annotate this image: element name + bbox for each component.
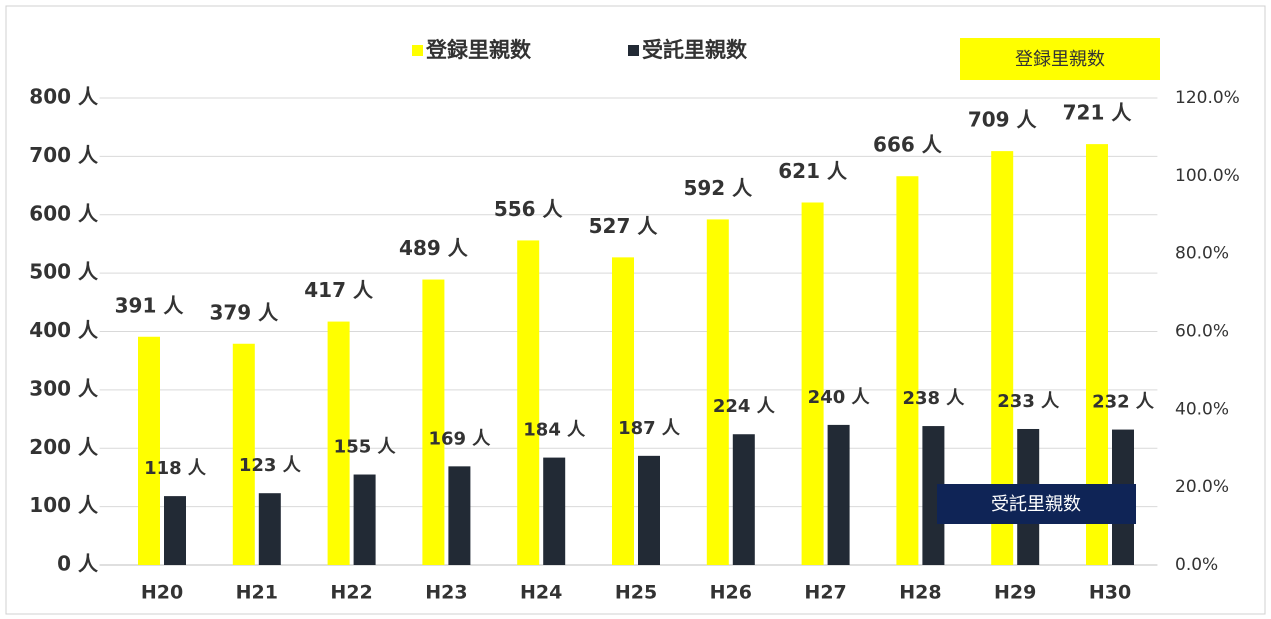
bar — [612, 257, 634, 565]
x-tick-label: H27 — [804, 582, 846, 604]
bar — [164, 496, 186, 565]
bar — [543, 457, 566, 565]
y-tick-label: 0 人 — [57, 552, 99, 576]
data-label: 155 人 — [334, 437, 397, 458]
y-tick-label: 500 人 — [29, 260, 99, 284]
x-tick-label: H28 — [899, 582, 941, 604]
y2-tick-label: 60.0% — [1175, 322, 1229, 342]
legend-label: 登録里親数 — [425, 38, 532, 62]
y2-tick-label: 40.0% — [1175, 399, 1229, 419]
data-label: 224 人 — [713, 396, 776, 417]
annotation-box — [937, 484, 1136, 524]
bar — [138, 336, 160, 565]
x-tick-label: H30 — [1089, 582, 1131, 604]
y-tick-label: 800 人 — [29, 85, 99, 109]
data-label: 379 人 — [209, 300, 279, 324]
annotation: 受託里親数 — [991, 494, 1081, 515]
x-tick-label: H29 — [994, 582, 1036, 604]
data-label: 238 人 — [902, 388, 965, 409]
x-tick-label: H23 — [425, 582, 467, 604]
bar — [232, 343, 255, 565]
data-label: 489 人 — [399, 236, 469, 260]
x-tick-label: H26 — [710, 582, 752, 604]
x-tick-label: H21 — [236, 582, 278, 604]
data-label: 709 人 — [968, 108, 1038, 132]
annotation-box — [960, 38, 1160, 80]
data-label: 232 人 — [1092, 392, 1155, 413]
legend-swatch — [628, 45, 639, 56]
bar — [801, 202, 824, 565]
data-label: 118 人 — [144, 458, 207, 479]
data-label: 184 人 — [523, 420, 586, 441]
x-tick-label: H20 — [141, 582, 183, 604]
y-tick-label: 400 人 — [29, 318, 99, 342]
bar — [896, 176, 919, 565]
data-label: 391 人 — [115, 293, 185, 317]
data-label: 417 人 — [304, 278, 374, 302]
data-label: 123 人 — [239, 455, 302, 476]
bar — [922, 426, 945, 565]
bar — [517, 240, 540, 565]
data-label: 233 人 — [997, 391, 1060, 412]
data-label: 666 人 — [873, 133, 943, 157]
x-tick-label: H24 — [520, 582, 562, 604]
legend-label: 受託里親数 — [642, 38, 748, 62]
data-label: 240 人 — [808, 387, 871, 408]
y-tick-label: 600 人 — [29, 201, 99, 225]
bar — [991, 151, 1014, 565]
x-tick-label: H22 — [330, 582, 372, 604]
data-label: 527 人 — [589, 214, 659, 238]
y-tick-label: 700 人 — [29, 143, 99, 167]
y-tick-label: 100 人 — [29, 493, 99, 517]
data-label: 621 人 — [778, 159, 848, 183]
legend-swatch — [412, 45, 423, 56]
bar — [353, 474, 376, 565]
bar — [422, 279, 445, 565]
bar — [258, 493, 281, 565]
bar — [706, 219, 729, 566]
y-tick-label: 200 人 — [29, 435, 99, 459]
bar — [732, 434, 755, 565]
bar — [327, 321, 350, 565]
bar — [827, 424, 850, 565]
data-label: 187 人 — [618, 418, 681, 439]
bar — [1086, 144, 1108, 565]
annotation: 登録里親数 — [1015, 49, 1105, 70]
bar — [638, 455, 660, 565]
y2-tick-label: 100.0% — [1175, 166, 1240, 186]
data-label: 169 人 — [428, 428, 491, 449]
y2-tick-label: 0.0% — [1175, 555, 1218, 575]
bar — [448, 466, 471, 565]
y2-tick-label: 80.0% — [1175, 244, 1229, 264]
data-label: 721 人 — [1063, 101, 1133, 125]
data-label: 556 人 — [494, 197, 564, 221]
frame — [5, 5, 1266, 615]
x-tick-label: H25 — [615, 582, 657, 604]
data-label: 592 人 — [683, 176, 753, 200]
y2-tick-label: 120.0% — [1175, 88, 1240, 108]
y-tick-label: 300 人 — [29, 376, 99, 400]
y2-tick-label: 20.0% — [1175, 477, 1229, 497]
